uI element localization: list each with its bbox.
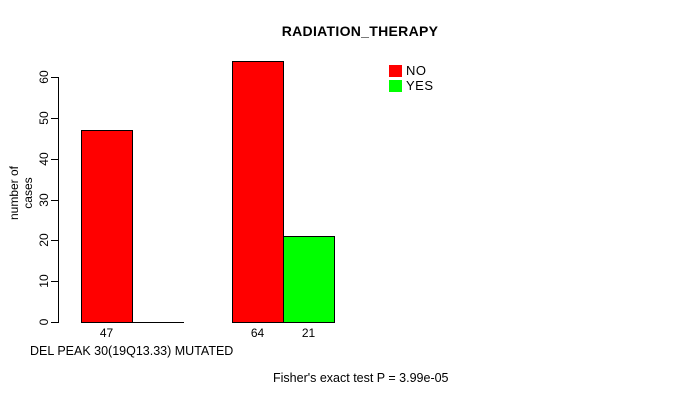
chart-title: RADIATION_THERAPY	[281, 23, 439, 39]
y-tick-label: 50	[37, 111, 51, 125]
y-tick	[51, 200, 58, 201]
y-tick	[51, 281, 58, 282]
y-tick-label: 10	[37, 274, 51, 288]
y-tick	[51, 118, 58, 119]
bar-value-label: 47	[99, 326, 114, 340]
fisher-test-annotation: Fisher's exact test P = 3.99e-05	[273, 371, 449, 385]
y-tick	[51, 322, 58, 323]
y-tick	[51, 77, 58, 78]
y-tick-label: 40	[37, 152, 51, 166]
bar-yes-group1-zero	[132, 322, 184, 323]
y-tick-label: 20	[37, 233, 51, 247]
x-axis-title: DEL PEAK 30(19Q13.33) MUTATED	[30, 344, 234, 358]
y-tick-label: 0	[37, 318, 51, 326]
legend-item-no: NO	[389, 63, 434, 78]
bar-no-group2	[232, 61, 284, 323]
y-tick-label: 60	[37, 70, 51, 84]
y-axis-title: number of cases	[7, 165, 35, 221]
legend-swatch-no	[389, 64, 402, 77]
y-axis-line	[58, 77, 59, 323]
bar-value-label: 64	[250, 326, 265, 340]
bar-value-label: 21	[301, 326, 316, 340]
y-tick	[51, 159, 58, 160]
bar-no-group1	[81, 130, 133, 323]
bar-yes-group2	[283, 236, 335, 323]
legend: NO YES	[389, 63, 434, 93]
legend-label-yes: YES	[406, 78, 434, 93]
legend-swatch-yes	[389, 79, 402, 92]
legend-label-no: NO	[406, 63, 427, 78]
y-tick	[51, 240, 58, 241]
legend-item-yes: YES	[389, 78, 434, 93]
y-tick-label: 30	[37, 193, 51, 207]
